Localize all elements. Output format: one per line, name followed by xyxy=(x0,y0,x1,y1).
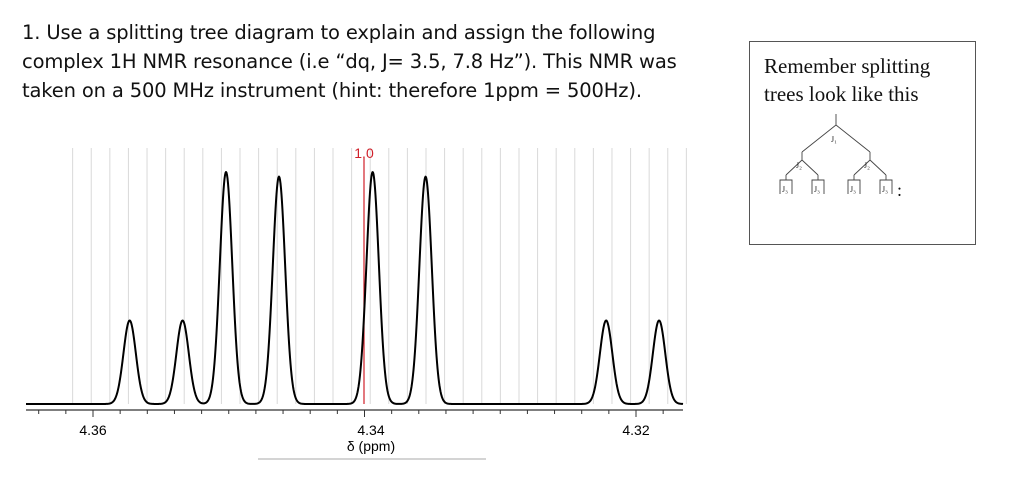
tree-level-1 xyxy=(801,114,871,153)
x-axis-title: δ (ppm) xyxy=(347,438,395,454)
tree-level-3-4 xyxy=(879,175,893,194)
tree-label-j2-right: J₂ xyxy=(864,161,870,170)
tree-label-j2-left: J₂ xyxy=(796,161,802,170)
tree-label-j3-2: J₃ xyxy=(814,185,820,194)
hint-box: Remember splitting trees look like this … xyxy=(749,41,976,245)
question-text: 1. Use a splitting tree diagram to expla… xyxy=(22,18,742,105)
tree-label-j3-3: J₃ xyxy=(850,185,856,194)
hint-line-2: trees look like this xyxy=(764,82,919,106)
tree-label-j3-4: J₃ xyxy=(882,185,888,194)
tree-label-j1: J₁ xyxy=(831,135,837,144)
tree-trailing-colon: : xyxy=(897,180,902,200)
x-axis-ticks xyxy=(38,410,664,417)
tree-level-2-left xyxy=(785,152,819,176)
tick-label-4-32: 4.32 xyxy=(622,422,649,438)
spectrum-gridlines xyxy=(72,148,687,404)
question-line-2: complex 1H NMR resonance (i.e “dq, J= 3.… xyxy=(22,50,677,73)
tree-level-3-1 xyxy=(779,175,793,194)
spectrum-trace xyxy=(25,171,684,405)
tick-label-4-34: 4.34 xyxy=(357,422,384,438)
tree-level-3-3 xyxy=(847,175,861,194)
tree-level-3-2 xyxy=(811,175,825,194)
tree-level-2-right xyxy=(853,152,887,176)
question-line-1: 1. Use a splitting tree diagram to expla… xyxy=(22,21,656,44)
hint-text: Remember splitting trees look like this xyxy=(764,52,930,108)
tree-label-j3-1: J₃ xyxy=(782,185,788,194)
hint-line-1: Remember splitting xyxy=(764,54,931,78)
question-line-3: taken on a 500 MHz instrument (hint: the… xyxy=(22,79,642,102)
splitting-tree-diagram: J₁ J₂ J₂ J₃ J₃ J₃ J₃ : xyxy=(779,114,902,200)
integral-label: 1.0 xyxy=(354,145,374,161)
tick-label-4-36: 4.36 xyxy=(79,422,106,438)
